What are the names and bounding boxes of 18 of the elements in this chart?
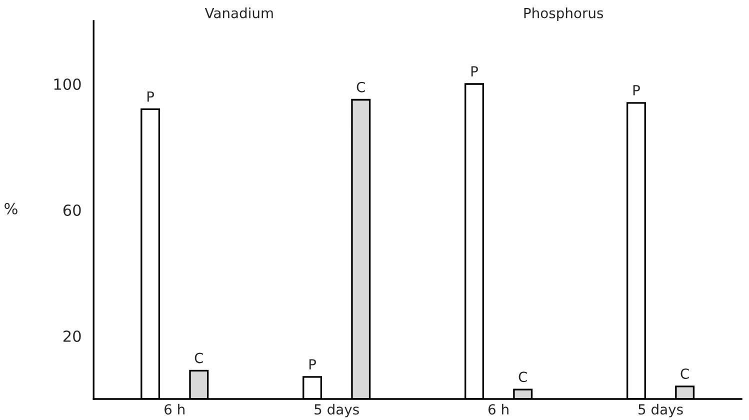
y-tick-label: 100: [54, 78, 81, 90]
text: C: [680, 368, 689, 379]
x-tick-label: 5 days: [638, 404, 683, 418]
text: P: [633, 85, 640, 96]
y-tick-label: 20: [64, 330, 81, 342]
series-label: P: [471, 66, 478, 76]
series-label: C: [194, 352, 203, 364]
text: P: [309, 359, 316, 370]
text: P: [147, 91, 154, 102]
annotation: Phosphorus: [524, 8, 604, 21]
x-tick-label: 6 h: [164, 404, 184, 415]
text: C: [518, 372, 527, 382]
x-tick-label: 5 days: [314, 404, 359, 418]
y-axis-title: %: [4, 202, 18, 214]
y-tick-label: 60: [63, 204, 81, 216]
text: Vanadium: [204, 8, 273, 18]
x-tick-label: 6 h: [488, 404, 508, 415]
text: C: [356, 82, 365, 92]
